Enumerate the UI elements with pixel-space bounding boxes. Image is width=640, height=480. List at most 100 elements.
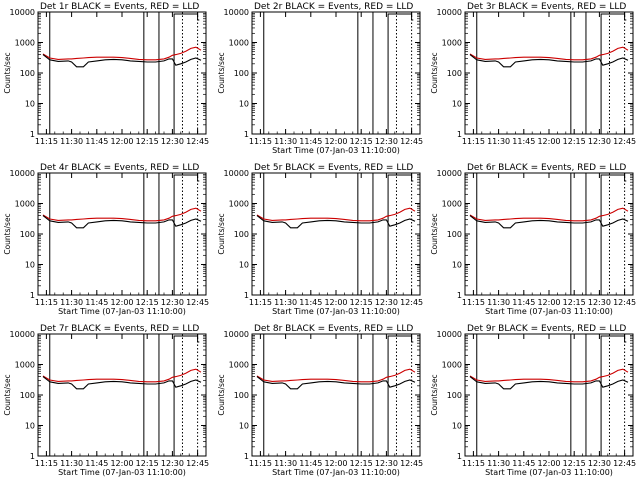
y-tick-label: 10 <box>25 100 35 109</box>
y-axis-label: Counts/sec <box>3 374 12 415</box>
x-tick-label: 11:30 <box>60 137 83 146</box>
x-tick-label: 12:30 <box>588 298 611 307</box>
y-tick-label: 1000 <box>15 39 35 48</box>
plot-frame <box>464 333 634 457</box>
y-tick-label: 100 <box>234 391 249 400</box>
state-bracket <box>387 13 414 134</box>
x-tick-label: 12:30 <box>161 298 184 307</box>
x-tick-label: 11:30 <box>60 298 83 307</box>
detector-panel: Det 7r BLACK = Events, RED = LLD Counts/s… <box>3 324 209 477</box>
y-tick-label: 1 <box>244 452 249 461</box>
x-tick-label: 12:15 <box>136 137 159 146</box>
y-tick-label: 1 <box>457 452 462 461</box>
x-tick-label: 12:15 <box>563 298 586 307</box>
x-tick-label: 11:30 <box>274 137 297 146</box>
lld-series-line <box>256 368 416 383</box>
detector-panel: Det 6r BLACK = Events, RED = LLD Counts/s… <box>430 163 636 316</box>
x-tick-label: 12:15 <box>136 459 159 468</box>
x-tick-label: 12:30 <box>588 459 611 468</box>
x-axis-label: Start Time (07-Jan-03 11:10:00) <box>272 307 400 316</box>
panel-title: Det 4r BLACK = Events, RED = LLD <box>40 163 199 173</box>
y-tick-label: 1 <box>457 291 462 300</box>
x-tick-label: 11:45 <box>85 298 108 307</box>
x-tick-label: 12:15 <box>563 137 586 146</box>
panel-title: Det 1r BLACK = Events, RED = LLD <box>40 2 199 12</box>
x-tick-label: 12:45 <box>400 298 423 307</box>
panel-title: Det 7r BLACK = Events, RED = LLD <box>40 324 199 334</box>
lld-series-line <box>469 207 629 222</box>
x-tick-label: 12:00 <box>110 298 133 307</box>
y-tick-label: 10000 <box>437 169 462 178</box>
x-tick-label: 11:45 <box>512 459 535 468</box>
plot-frame <box>37 11 207 135</box>
state-bracket <box>600 335 627 456</box>
y-tick-label: 10 <box>239 261 249 270</box>
x-tick-label: 12:00 <box>324 137 347 146</box>
x-tick-label: 11:30 <box>487 459 510 468</box>
events-series-line <box>469 215 629 229</box>
y-tick-label: 1 <box>244 130 249 139</box>
y-tick-label: 10 <box>25 422 35 431</box>
state-bracket <box>387 335 414 456</box>
state-bracket <box>600 174 627 295</box>
plot-frame <box>251 11 421 135</box>
y-tick-label: 100 <box>447 391 462 400</box>
x-axis-label: Start Time (07-Jan-03 11:10:00) <box>485 307 613 316</box>
y-tick-label: 1000 <box>229 39 249 48</box>
events-series-line <box>469 54 629 68</box>
x-tick-label: 11:45 <box>85 137 108 146</box>
x-tick-label: 11:15 <box>462 137 485 146</box>
x-axis-label: Start Time (07-Jan-03 11:10:00) <box>58 468 186 477</box>
detector-panel: Det 5r BLACK = Events, RED = LLD Counts/s… <box>217 163 423 316</box>
y-tick-label: 10000 <box>224 330 249 339</box>
y-tick-label: 1 <box>30 452 35 461</box>
lld-series-line <box>42 207 202 222</box>
y-tick-label: 100 <box>20 230 35 239</box>
detector-panel: Det 4r BLACK = Events, RED = LLD Counts/s… <box>3 163 209 316</box>
y-axis-label: Counts/sec <box>430 213 439 254</box>
y-tick-label: 1 <box>457 130 462 139</box>
state-bracket <box>387 174 414 295</box>
y-tick-label: 100 <box>234 230 249 239</box>
y-axis-label: Counts/sec <box>217 213 226 254</box>
lld-series-line <box>42 46 202 61</box>
x-tick-label: 12:00 <box>110 459 133 468</box>
x-axis-label: Start Time (07-Jan-03 11:10:00) <box>272 146 400 155</box>
x-tick-label: 12:45 <box>613 137 636 146</box>
events-series-line <box>256 215 416 229</box>
x-tick-label: 11:30 <box>274 459 297 468</box>
y-tick-label: 1000 <box>442 361 462 370</box>
y-tick-label: 1 <box>30 130 35 139</box>
x-tick-label: 12:45 <box>186 298 209 307</box>
y-tick-label: 10 <box>239 100 249 109</box>
x-tick-label: 12:45 <box>400 459 423 468</box>
y-tick-label: 100 <box>20 391 35 400</box>
detector-panel: Det 9r BLACK = Events, RED = LLD Counts/s… <box>430 324 636 477</box>
x-tick-label: 12:30 <box>161 137 184 146</box>
x-tick-label: 11:30 <box>274 298 297 307</box>
x-tick-label: 11:45 <box>299 459 322 468</box>
y-tick-label: 10 <box>452 422 462 431</box>
y-tick-label: 10 <box>25 261 35 270</box>
x-tick-label: 12:00 <box>324 298 347 307</box>
state-bracket <box>173 174 200 295</box>
y-tick-label: 10000 <box>10 169 35 178</box>
x-tick-label: 12:15 <box>350 459 373 468</box>
x-tick-label: 11:45 <box>299 298 322 307</box>
y-tick-label: 10000 <box>437 330 462 339</box>
plot-frame <box>251 333 421 457</box>
y-tick-label: 10000 <box>10 330 35 339</box>
x-axis-label: Start Time (07-Jan-03 11:10:00) <box>485 468 613 477</box>
y-axis-label: Counts/sec <box>217 374 226 415</box>
y-axis-label: Counts/sec <box>430 52 439 93</box>
x-tick-label: 12:30 <box>161 459 184 468</box>
x-axis-label: Start Time (07-Jan-03 11:10:00) <box>58 307 186 316</box>
x-tick-label: 12:30 <box>375 137 398 146</box>
y-tick-label: 10000 <box>224 8 249 17</box>
x-tick-label: 12:15 <box>350 298 373 307</box>
plot-frame <box>464 11 634 135</box>
state-bracket <box>173 335 200 456</box>
y-axis-label: Counts/sec <box>430 374 439 415</box>
detector-panel: Det 8r BLACK = Events, RED = LLD Counts/s… <box>217 324 423 477</box>
